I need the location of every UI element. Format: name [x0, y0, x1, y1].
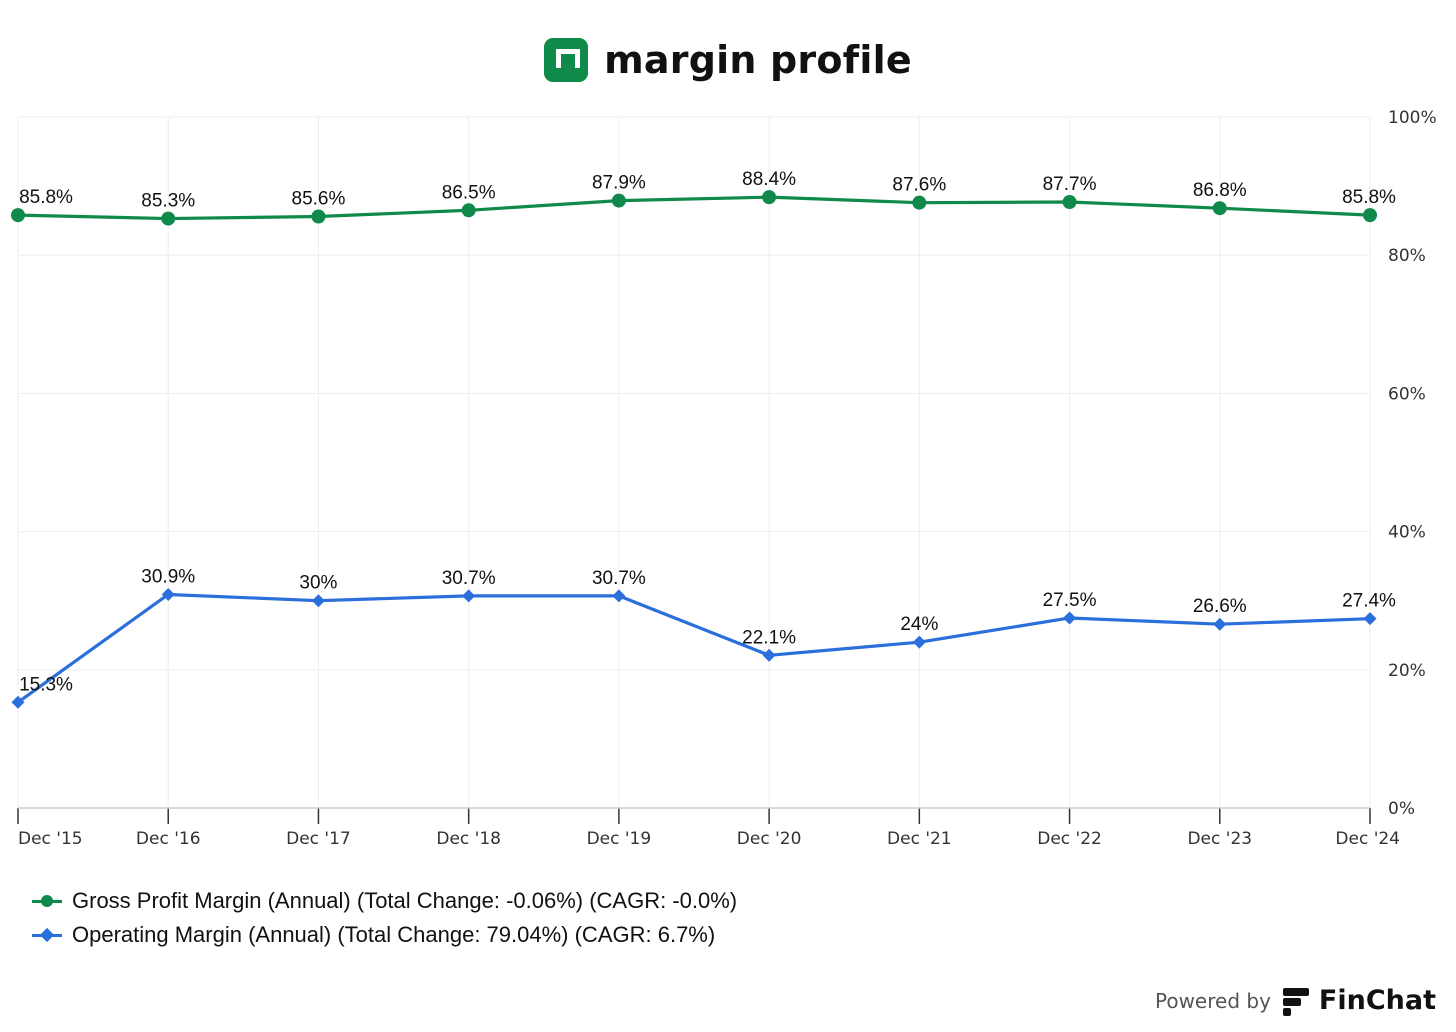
- chart-header: margin profile: [0, 30, 1456, 90]
- operating-margin-point[interactable]: [1063, 611, 1077, 625]
- y-tick-label: 40%: [1388, 523, 1426, 543]
- gross-margin-data-label: 86.8%: [1193, 180, 1247, 201]
- gross-margin-data-label: 85.3%: [141, 191, 195, 212]
- chart-data-labels: 85.8% 85.3% 85.6% 86.5% 87.9% 88.4% 87.6% 87.7%…: [19, 169, 1396, 695]
- operating-margin-point[interactable]: [311, 594, 325, 608]
- gross-margin-data-label: 85.6%: [292, 189, 346, 210]
- operating-margin-data-label: 30%: [299, 573, 337, 594]
- y-tick-label: 100%: [1388, 108, 1437, 128]
- operating-margin-point[interactable]: [1363, 612, 1377, 626]
- chart-grid: [17, 116, 1371, 809]
- gross-margin-series-line: [17, 195, 1371, 221]
- gross-margin-point[interactable]: [912, 195, 927, 210]
- gross-margin-point[interactable]: [461, 203, 476, 218]
- x-tick-label: Dec '18: [436, 829, 501, 849]
- legend-swatch-gross: [32, 894, 62, 908]
- gross-margin-point[interactable]: [11, 208, 25, 223]
- operating-margin-data-label: 15.3%: [19, 674, 73, 695]
- operating-margin-data-label: 30.9%: [141, 566, 195, 587]
- x-tick-label: Dec '21: [887, 829, 952, 849]
- finchat-logo-icon: [1281, 986, 1311, 1016]
- legend-item-gross-profit-margin[interactable]: Gross Profit Margin (Annual) (Total Chan…: [32, 884, 737, 918]
- chart-legend: Gross Profit Margin (Annual) (Total Chan…: [32, 884, 737, 952]
- operating-margin-series-line: [17, 592, 1371, 704]
- brand-name: FinChat: [1318, 985, 1436, 1016]
- legend-label-operating: Operating Margin (Annual) (Total Change:…: [72, 922, 716, 947]
- line-chart: 0% 20% 40% 60% 80% 100% Dec '15 Dec '16 Dec '17 D…: [11, 108, 1437, 849]
- gross-margin-point[interactable]: [1212, 201, 1227, 216]
- gross-margin-point[interactable]: [611, 193, 626, 208]
- legend-label-gross: Gross Profit Margin (Annual) (Total Chan…: [72, 888, 738, 913]
- operating-margin-data-label: 30.7%: [442, 568, 496, 589]
- chart-series: [11, 190, 1377, 709]
- gross-margin-data-label: 87.9%: [592, 173, 646, 194]
- chart-axes: 0% 20% 40% 60% 80% 100% Dec '15 Dec '16 Dec '17 D…: [17, 108, 1437, 849]
- operating-margin-point[interactable]: [612, 589, 626, 603]
- gross-margin-data-label: 87.7%: [1043, 174, 1097, 195]
- operating-margin-data-label: 22.1%: [742, 627, 796, 648]
- operating-margin-point[interactable]: [1213, 617, 1227, 631]
- x-tick-label: Dec '15: [18, 829, 83, 849]
- operating-margin-point[interactable]: [762, 648, 776, 662]
- gross-margin-point[interactable]: [311, 209, 326, 224]
- margin-profile-logo-icon: [544, 38, 589, 82]
- operating-margin-data-label: 30.7%: [592, 568, 646, 589]
- operating-margin-point[interactable]: [462, 589, 476, 603]
- gross-margin-point[interactable]: [1363, 208, 1377, 223]
- operating-margin-point[interactable]: [11, 695, 25, 709]
- operating-margin-data-label: 27.4%: [1342, 591, 1396, 612]
- legend-swatch-operating: [32, 927, 62, 943]
- gross-margin-data-label: 87.6%: [892, 175, 946, 196]
- y-tick-label: 0%: [1388, 799, 1415, 819]
- x-tick-label: Dec '16: [136, 829, 201, 849]
- x-tick-label: Dec '17: [286, 829, 351, 849]
- x-tick-label: Dec '19: [587, 829, 652, 849]
- operating-margin-point[interactable]: [912, 635, 926, 649]
- operating-margin-data-label: 27.5%: [1043, 590, 1097, 611]
- legend-item-operating-margin[interactable]: Operating Margin (Annual) (Total Change:…: [32, 918, 737, 952]
- x-tick-label: Dec '23: [1187, 829, 1252, 849]
- gross-margin-data-label: 85.8%: [19, 187, 73, 208]
- gross-margin-point[interactable]: [762, 190, 777, 205]
- gross-margin-point[interactable]: [161, 211, 176, 226]
- y-tick-label: 20%: [1388, 661, 1426, 681]
- operating-margin-data-label: 24%: [900, 614, 938, 635]
- operating-margin-point[interactable]: [161, 587, 175, 601]
- y-tick-label: 60%: [1388, 384, 1426, 404]
- powered-by-text: Powered by: [1154, 988, 1271, 1013]
- chart-title: margin profile: [604, 38, 912, 82]
- y-tick-label: 80%: [1388, 246, 1426, 266]
- gross-margin-data-label: 86.5%: [442, 182, 496, 203]
- x-tick-label: Dec '24: [1335, 829, 1400, 849]
- gross-margin-data-label: 85.8%: [1342, 187, 1396, 208]
- gross-margin-data-label: 88.4%: [742, 169, 796, 190]
- x-tick-label: Dec '22: [1037, 829, 1102, 849]
- operating-margin-data-label: 26.6%: [1193, 596, 1247, 617]
- footer-branding: Powered by FinChat: [1155, 985, 1436, 1016]
- x-tick-label: Dec '20: [737, 829, 802, 849]
- gross-margin-point[interactable]: [1062, 194, 1077, 209]
